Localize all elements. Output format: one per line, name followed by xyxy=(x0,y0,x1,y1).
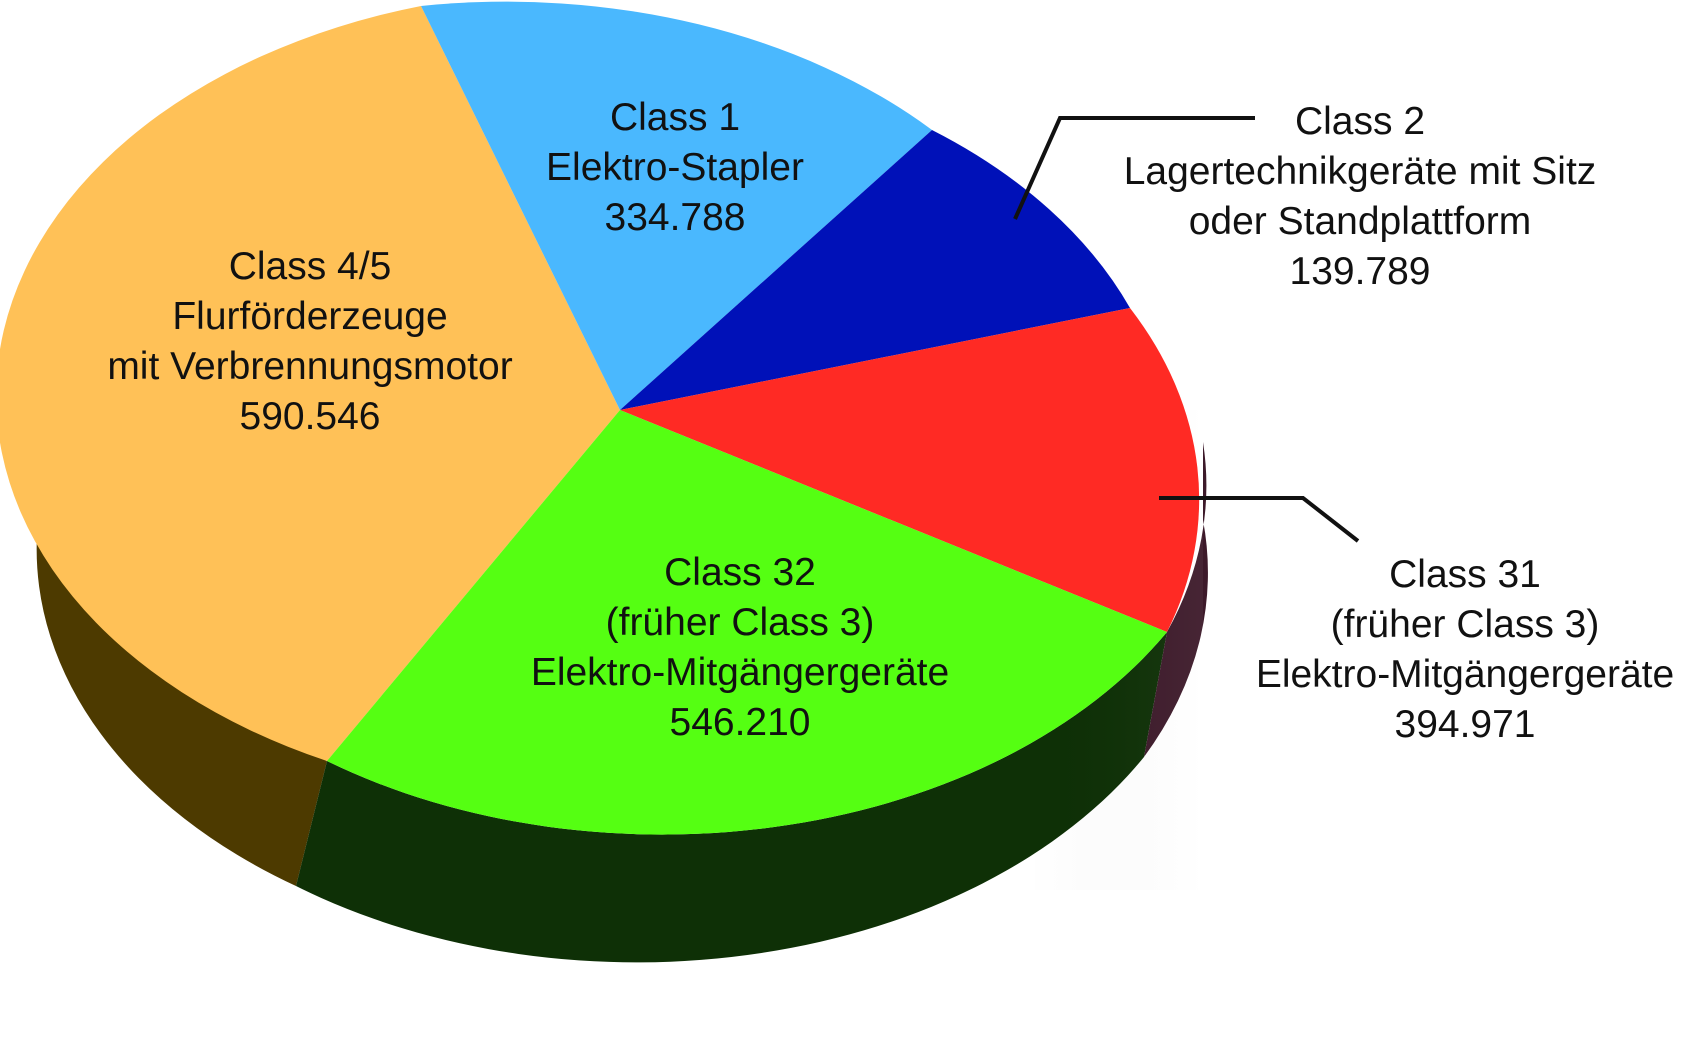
slice-class2 xyxy=(620,130,1130,410)
leader-line-class31 xyxy=(1159,496,1360,543)
label-class31: Class 31 (früher Class 3) Elektro-Mitgän… xyxy=(1255,553,1675,746)
label-class45: Class 4/5 Flurförderzeuge mit Verbrennun… xyxy=(107,245,513,438)
slice-class31 xyxy=(620,308,1200,632)
label-class32: Class 32 (früher Class 3) Elektro-Mitgän… xyxy=(530,551,950,744)
label-class1: Class 1 Elektro-Stapler 334.788 xyxy=(546,96,804,239)
leader-lines xyxy=(1013,116,1360,543)
leader-line-class2 xyxy=(1013,116,1255,220)
slice-class32 xyxy=(327,410,1167,835)
pie-top xyxy=(0,1,1200,835)
slice-class1 xyxy=(421,1,932,410)
slice-class45 xyxy=(0,6,620,761)
label-class2: Class 2 Lagertechnikgeräte mit Sitz oder… xyxy=(1123,100,1597,293)
